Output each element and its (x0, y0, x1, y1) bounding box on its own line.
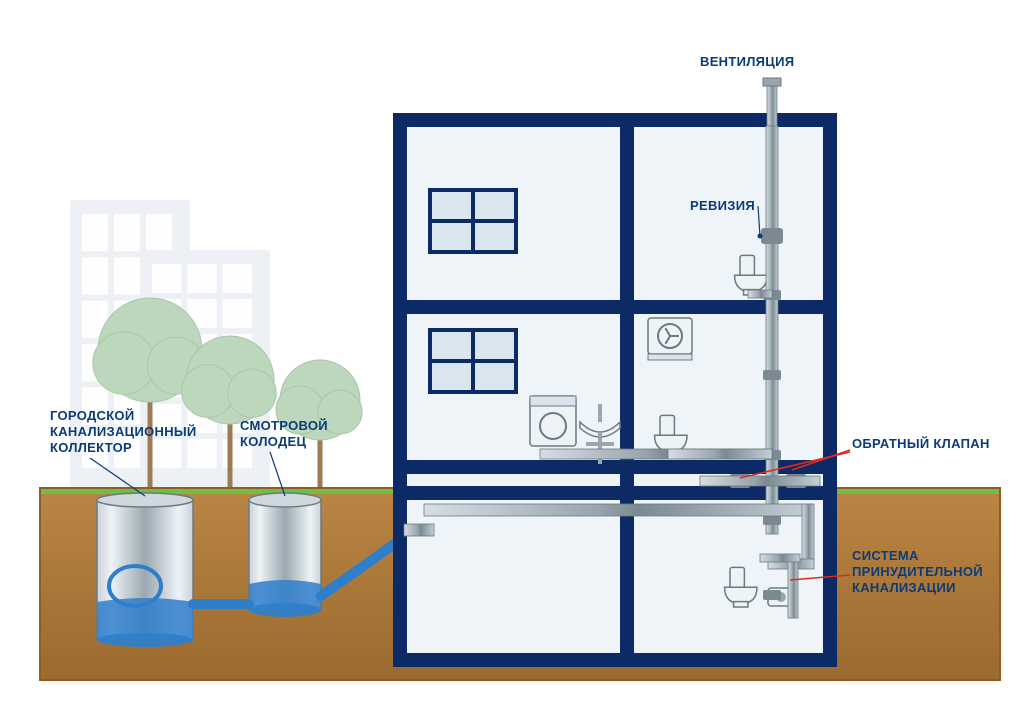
vent-pipe (767, 86, 777, 126)
toilet-icon (660, 415, 674, 435)
label-backflow: ОБРАТНЫЙ КЛАПАН (852, 436, 990, 451)
label-manhole: СМОТРОВОЙ (240, 418, 328, 433)
toilet-icon (730, 567, 744, 587)
svg-text:ПРИНУДИТЕЛЬНОЙ: ПРИНУДИТЕЛЬНОЙ (852, 564, 983, 579)
label-collector: ГОРОДСКОЙ (50, 408, 135, 423)
cleanout-fitting (761, 228, 783, 244)
label-forced-sewer: СИСТЕМА (852, 548, 919, 563)
label-revision: РЕВИЗИЯ (690, 198, 755, 213)
svg-text:КАНАЛИЗАЦИИ: КАНАЛИЗАЦИИ (852, 580, 956, 595)
label-ventilation: ВЕНТИЛЯЦИЯ (700, 54, 794, 69)
sewerage-diagram: ВЕНТИЛЯЦИЯ РЕВИЗИЯ ОБРАТНЫЙ КЛАПАН СИСТЕМАП… (0, 0, 1024, 721)
svg-text:КАНАЛИЗАЦИОННЫЙ: КАНАЛИЗАЦИОННЫЙ (50, 424, 197, 439)
svg-text:КОЛОДЕЦ: КОЛОДЕЦ (240, 434, 307, 449)
soil-stack (766, 126, 778, 534)
svg-text:КОЛЛЕКТОР: КОЛЛЕКТОР (50, 440, 132, 455)
toilet-icon (740, 255, 754, 275)
